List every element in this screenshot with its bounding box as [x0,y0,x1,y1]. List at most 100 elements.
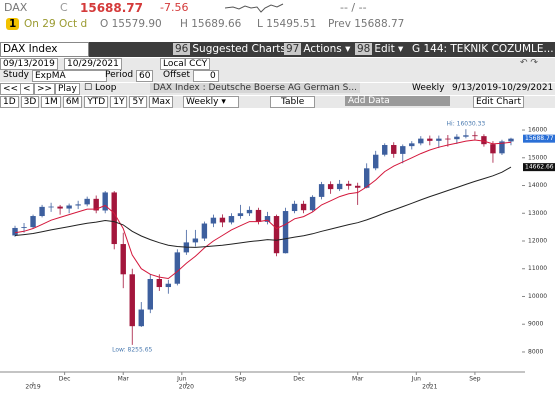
candle-body [309,196,316,211]
y-tick-label: 8000 [528,348,543,355]
table-button[interactable]: Table [270,96,316,108]
range-button[interactable]: 6M [62,96,83,108]
info-icon[interactable]: 1 [6,18,20,30]
offset-label: Offset [163,70,191,80]
range-button[interactable]: Max [148,96,174,108]
period-input[interactable]: 60 [136,70,154,82]
candle-body [427,138,433,141]
c-label: C [60,1,68,14]
candle-body [327,184,334,190]
price-tag-label: 15688.77 [525,135,554,142]
y-tick-label: 16000 [528,127,547,134]
year-label: 2021 [422,384,437,391]
y-tick-label: 13000 [528,210,547,217]
quote-row: DAX C 15688.77 -7.56 -- / -- [0,0,555,17]
candle-body [21,227,27,228]
annotation: Hi: 16030.33 [447,121,486,128]
range: 9/13/2019-10/29/2021 [452,83,554,93]
add-data[interactable]: Add Data [345,96,450,106]
candle-body [336,183,343,190]
candle-body [210,217,217,224]
candle-body [363,168,370,188]
candle-body [30,216,36,228]
range-button[interactable]: 1D [0,96,19,108]
study-select[interactable]: ExpMA [32,70,107,82]
y-tick-label: 10000 [528,293,547,300]
range-button[interactable]: 1Y [110,96,128,108]
x-tick-label: Sep [469,376,481,383]
study-row: Study ExpMA Period 60 Offset 0 [0,70,555,82]
candle-body [174,252,181,284]
candle-body [246,209,253,214]
button-label: Actions ▾ [303,43,351,55]
nav-button[interactable]: << [0,83,22,95]
range-button[interactable]: YTD [84,96,109,108]
range-button[interactable]: 5Y [129,96,147,108]
loop-option[interactable]: ☐ Loop [84,83,117,93]
nav-button[interactable]: >> [34,83,56,95]
candle-body [463,135,469,137]
candle-body [93,198,99,211]
ticker: DAX [4,1,28,14]
candle-body [391,145,397,154]
candle-body [228,216,235,223]
low: L 15495.51 [257,18,317,30]
ohlc-row: 1 On 29 Oct d O 15579.90 H 15689.66 L 15… [0,17,555,34]
x-tick-label: Dec [59,376,71,383]
sparkline [225,3,284,13]
x-tick-label: Dec [293,376,305,383]
offset-input[interactable]: 0 [193,70,219,82]
x-tick-label: Jun [176,376,187,383]
undo-redo[interactable]: ↶ ↷ [520,58,538,68]
start-date[interactable]: 09/13/2019 [0,58,58,70]
currency[interactable]: Local CCY [160,58,211,70]
nav-button[interactable]: < [20,83,34,95]
moving-average [14,166,512,248]
description: DAX Index : Deutsche Boerse AG German S.… [150,83,360,93]
annotation: Low: 8255.65 [112,346,152,353]
high: H 15689.66 [180,18,242,30]
candle-body [138,309,144,327]
loop-label: Loop [94,83,117,93]
frequency: Weekly [412,83,445,93]
x-tick-label: Sep [235,376,247,383]
button-number: 96 [173,43,191,55]
play-button[interactable]: Play [55,83,80,95]
player-row: << < >> Play ☐ Loop DAX Index : Deutsche… [0,83,555,95]
candle-body [57,206,63,209]
period-select[interactable]: Weekly ▾ [183,96,239,108]
edit-chart[interactable]: Edit Chart [473,96,525,108]
toolbar-button[interactable]: 96 Suggested Charts [173,42,286,56]
x-tick-label: Jun [411,376,422,383]
candle-body [499,141,505,154]
candle-body [147,279,153,310]
price-tag [523,134,555,143]
year-label: 2019 [25,384,40,391]
candle-body [237,213,244,217]
prev: Prev 15688.77 [328,18,405,30]
candle-body [282,211,289,254]
security-field[interactable]: DAX Index [0,42,89,57]
end-date[interactable]: 10/29/2021 [64,58,122,70]
x-tick-label: Mar [118,376,130,383]
candle-body [219,217,226,223]
toolbar-button[interactable]: 97 Actions ▾ [284,42,350,56]
candle-body [373,154,379,169]
candle-body [418,138,424,144]
candle-body [264,216,271,222]
range-button[interactable]: 1M [41,96,61,108]
range-button[interactable]: 3D [20,96,40,108]
candle-body [300,203,307,211]
candle-body [354,185,361,188]
candle-body [120,244,126,275]
last-price: 15688.77 [80,1,144,15]
candle-body [192,238,199,243]
period-label: Period [105,70,134,80]
toolbar: DAX Index 96 Suggested Charts 97 Actions ▾… [0,42,555,57]
change: -7.56 [160,1,189,14]
button-number: 98 [355,43,373,55]
candle-body [111,192,117,245]
candle-body [345,183,352,186]
toolbar-button[interactable]: 98 Edit ▾ [355,42,403,56]
